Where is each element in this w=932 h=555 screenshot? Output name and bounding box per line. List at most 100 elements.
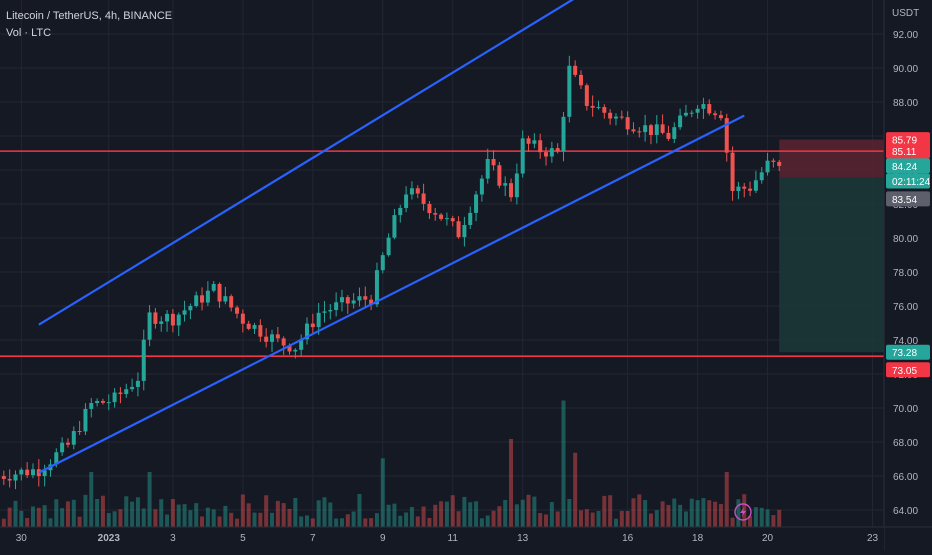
volume-bar (398, 515, 403, 527)
volume-bar (188, 510, 193, 527)
price-label-badge[interactable] (886, 158, 930, 174)
candle-body (25, 469, 30, 476)
price-tick-label: 92.00 (893, 30, 918, 41)
candle-body (328, 310, 333, 312)
candle-body (637, 131, 642, 133)
candle-body (415, 188, 420, 194)
price-axis[interactable]: USDT64.0066.0068.0070.0072.0074.0076.007… (883, 0, 932, 550)
price-channel[interactable] (38, 0, 745, 474)
volume-bar (252, 512, 257, 527)
volume-bar (36, 507, 41, 527)
candle-body (229, 296, 234, 308)
candle-body (369, 299, 374, 305)
price-label-text[interactable]: 73.28 (892, 348, 917, 359)
candle-body (211, 283, 216, 291)
candle-body (392, 215, 397, 238)
volume-bar (351, 511, 356, 527)
volume-bar (159, 499, 164, 527)
candle-body (549, 148, 554, 157)
volume-bar (602, 495, 607, 527)
volume-bar (293, 497, 298, 527)
price-label-badge[interactable] (886, 132, 930, 148)
volume-bar (678, 504, 683, 527)
volume-bar (357, 494, 362, 527)
candle-body (724, 118, 729, 153)
volume-bar (474, 501, 479, 527)
candle-body (485, 158, 490, 179)
volume-bars (1, 400, 782, 527)
candle-body (182, 310, 187, 315)
price-label-badge[interactable] (886, 173, 930, 189)
candle-body (334, 302, 339, 311)
price-label-text[interactable]: 84.24 (892, 162, 917, 173)
icons (734, 503, 752, 521)
time-tick-label: 2023 (98, 533, 121, 544)
volume-bar (590, 512, 595, 527)
candle-body (357, 296, 362, 301)
candle-body (672, 127, 677, 139)
price-label-text[interactable]: 73.05 (892, 366, 917, 377)
volume-bar (1, 518, 6, 527)
symbol-title[interactable]: Litecoin / TetherUS, 4h, BINANCE (6, 10, 173, 22)
price-label-badge[interactable] (886, 362, 930, 378)
time-tick-label: 7 (310, 533, 316, 544)
candle-body (514, 173, 519, 198)
price-label-badge[interactable] (886, 143, 930, 159)
volume-bar (240, 494, 245, 527)
volume-bar (544, 514, 549, 527)
volume-bar (567, 499, 572, 527)
candle-body (579, 74, 583, 86)
price-label-text[interactable]: 83.54 (892, 195, 917, 206)
volume-bar (19, 510, 24, 527)
candle-body (95, 400, 100, 404)
volume-bar (713, 501, 718, 527)
candle-body (223, 296, 228, 302)
candle-body (200, 295, 205, 303)
volume-bar (415, 516, 420, 527)
volume-bar (287, 508, 292, 527)
candle-body (742, 186, 747, 189)
volume-bar (60, 508, 65, 527)
time-axis[interactable]: 30 2023 3 5 7 9 11 13 16 18 20 23 (0, 526, 932, 550)
candle-body (36, 469, 41, 477)
time-tick-label: 11 (448, 533, 459, 544)
volume-indicator-label[interactable]: Vol · LTC (6, 27, 52, 39)
horizontal-levels[interactable] (0, 150, 884, 357)
volume-bar (514, 504, 519, 527)
channel-upper-line[interactable] (38, 0, 698, 326)
candle-body (293, 349, 298, 352)
volume-bar (200, 516, 205, 527)
time-tick-label: 3 (170, 533, 176, 544)
time-tick-label: 20 (762, 533, 774, 544)
volume-bar (538, 513, 543, 527)
candle-body (135, 380, 140, 387)
volume-bar (503, 499, 508, 527)
candle-body (427, 203, 432, 214)
price-label-text[interactable]: 02:11:24 (892, 177, 931, 188)
candle-body (106, 402, 111, 404)
candle-body (19, 469, 24, 475)
volume-bar (619, 510, 624, 527)
channel-lower-line[interactable] (38, 114, 745, 474)
price-tick-label: 74.00 (893, 336, 918, 347)
price-tick-label: 70.00 (893, 404, 918, 415)
volume-bar (42, 505, 47, 527)
candle-body (310, 323, 315, 328)
candle-body (65, 442, 70, 445)
lightning-icon[interactable] (734, 503, 752, 521)
price-label-badge[interactable] (886, 344, 930, 360)
candle-body (695, 108, 700, 113)
price-label-text[interactable]: 85.79 (892, 136, 917, 147)
candle-body (590, 105, 595, 108)
candle-body (240, 313, 245, 324)
volume-bar (304, 515, 309, 527)
volume-bar (707, 500, 712, 527)
volume-bar (555, 511, 560, 527)
volume-bar (485, 515, 490, 527)
price-label-badge[interactable] (886, 191, 930, 207)
price-label-text[interactable]: 85.11 (892, 147, 917, 158)
candle-body (619, 116, 624, 118)
volume-bar (13, 500, 18, 527)
